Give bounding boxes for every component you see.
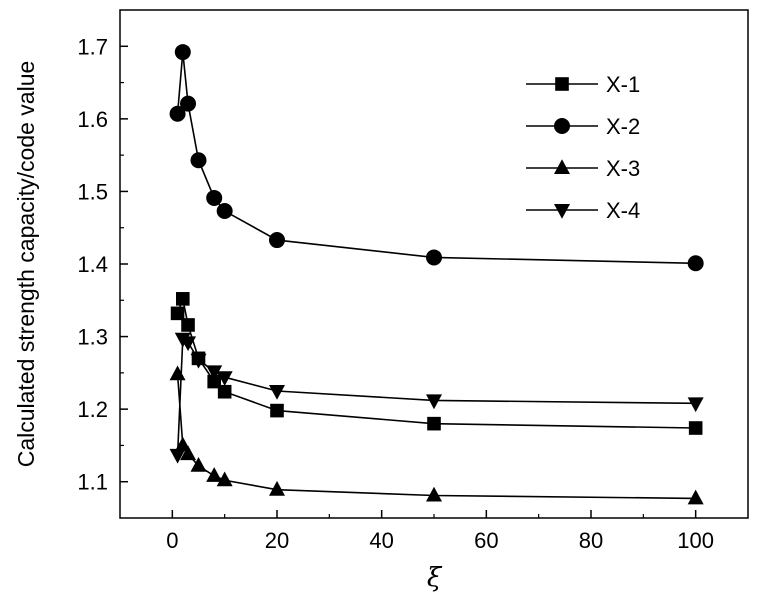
data-point <box>181 318 195 332</box>
legend-label: X-1 <box>606 72 640 97</box>
y-tick-label: 1.5 <box>77 179 108 204</box>
data-point <box>180 336 197 352</box>
data-point <box>169 365 186 381</box>
y-tick-label: 1.7 <box>77 34 108 59</box>
data-point <box>206 365 223 381</box>
legend-entry: X-3 <box>526 156 640 181</box>
data-point <box>190 152 207 169</box>
data-point <box>687 489 704 505</box>
x-tick-label: 60 <box>474 528 498 553</box>
legend-marker <box>554 159 570 174</box>
legend-entry: X-1 <box>526 72 640 97</box>
x-tick-label: 0 <box>166 528 178 553</box>
data-point <box>170 306 185 321</box>
x-tick-label: 80 <box>579 528 603 553</box>
data-point <box>269 385 285 400</box>
data-point <box>270 403 284 418</box>
data-point <box>426 486 442 502</box>
data-point <box>174 44 191 61</box>
data-point <box>216 371 233 387</box>
y-axis: 1.1 1.2 1.3 1.4 1.5 1.6 1.7 <box>77 34 128 495</box>
data-point <box>688 421 703 435</box>
legend-entry: X-2 <box>526 114 640 139</box>
data-point <box>426 249 442 266</box>
legend-label: X-2 <box>606 114 640 139</box>
series-line <box>176 295 696 429</box>
series-layer <box>169 44 704 505</box>
series-x-2 <box>169 44 704 272</box>
data-point <box>687 397 704 413</box>
series-x-4 <box>169 332 704 464</box>
x-tick-label: 20 <box>265 528 289 553</box>
legend: X-1 X-2 X-3 X-4 <box>526 72 640 223</box>
data-point <box>180 445 197 461</box>
data-point <box>687 255 704 272</box>
data-point <box>217 384 232 399</box>
data-point <box>269 232 285 249</box>
legend-marker <box>555 77 569 91</box>
y-tick-label: 1.4 <box>77 252 108 277</box>
series-line <box>176 374 696 500</box>
data-point <box>216 203 233 220</box>
y-axis-label: Calculated strength capacity/code value <box>13 61 39 468</box>
data-point <box>269 480 285 496</box>
data-point <box>169 448 186 464</box>
x-tick-label: 100 <box>677 528 714 553</box>
data-point <box>427 416 441 431</box>
legend-entry: X-4 <box>526 198 640 223</box>
legend-marker <box>554 204 570 219</box>
data-point <box>169 105 186 122</box>
data-point <box>206 467 223 482</box>
data-point <box>206 189 223 206</box>
legend-label: X-3 <box>606 156 640 181</box>
data-point <box>190 456 207 472</box>
data-point <box>176 292 190 306</box>
data-point <box>180 95 197 112</box>
x-axis: 0 20 40 60 80 100 <box>166 510 714 553</box>
y-tick-label: 1.2 <box>77 397 108 422</box>
data-point <box>190 353 207 369</box>
legend-label: X-4 <box>606 198 640 223</box>
data-point <box>216 471 233 487</box>
data-point <box>426 394 442 410</box>
x-axis-label: ξ <box>427 563 443 593</box>
legend-marker <box>554 118 570 134</box>
y-tick-label: 1.3 <box>77 325 108 350</box>
x-tick-label: 40 <box>369 528 393 553</box>
series-x-3 <box>169 365 704 505</box>
data-point <box>207 374 221 389</box>
series-x-1 <box>170 292 703 435</box>
y-tick-label: 1.1 <box>77 470 108 495</box>
y-tick-label: 1.6 <box>77 107 108 132</box>
